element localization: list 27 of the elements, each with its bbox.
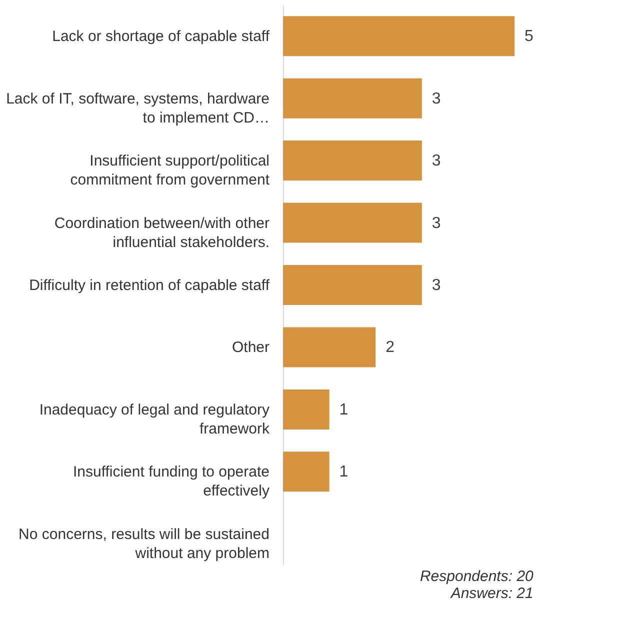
bar (283, 140, 422, 181)
data-label: 3 (432, 214, 441, 232)
data-label: 3 (432, 90, 441, 108)
y-tick-label: Insufficient funding to operate effectively (72, 464, 270, 500)
bar (283, 452, 330, 492)
data-label: 2 (386, 339, 395, 356)
data-label: 5 (524, 28, 534, 46)
bar (283, 16, 514, 56)
y-tick-label: Lack of IT, software, systems, hardware to implement CD… (6, 90, 270, 126)
y-tick-label: Coordination between/with other influential stakeholders. (54, 214, 270, 251)
data-label: 3 (432, 277, 441, 294)
bar (283, 78, 422, 118)
bar (283, 389, 330, 430)
y-tick-label: Lack or shortage of capable staff (52, 28, 270, 46)
bar (283, 327, 376, 368)
data-label: 1 (339, 401, 348, 418)
bar (283, 202, 422, 243)
y-tick-label: Insufficient support/political commitment from government (70, 152, 270, 189)
y-tick-label: Inadequacy of legal and regulatory framework (39, 401, 270, 438)
y-tick-label: No concerns, results will be sustained without any problem (18, 526, 270, 562)
y-tick-label: Other (232, 339, 270, 356)
data-label: 3 (432, 152, 441, 170)
text: Respondents: 20 (420, 568, 534, 585)
y-tick-label: Difficulty in retention of capable staff (29, 277, 270, 294)
text: Answers: 21 (450, 585, 534, 602)
bar (283, 265, 422, 305)
data-label: 1 (339, 464, 348, 481)
